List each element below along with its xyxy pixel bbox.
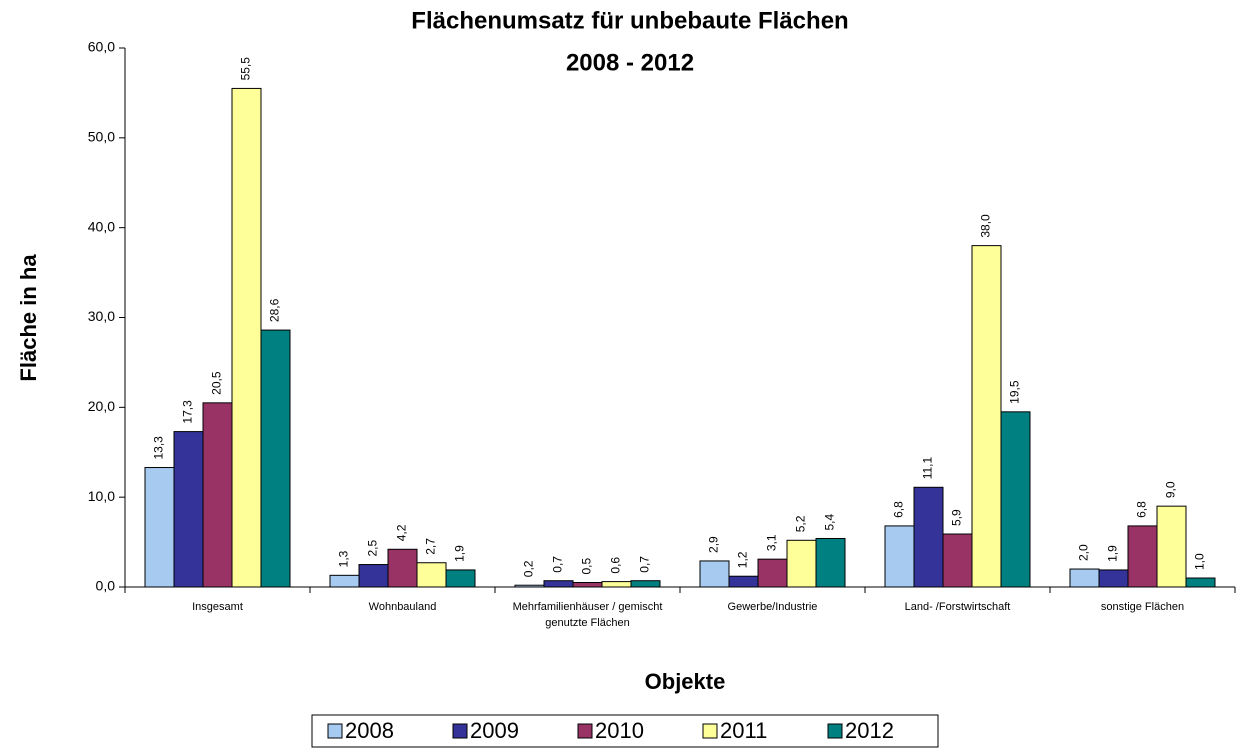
value-label: 1,9	[1106, 545, 1120, 562]
value-label: 2,5	[366, 540, 380, 557]
value-label: 0,2	[522, 560, 536, 577]
bar	[786, 539, 817, 588]
y-tick-label: 20,0	[88, 398, 115, 414]
value-label: 17,3	[181, 400, 195, 424]
legend-swatch	[702, 723, 718, 739]
bar	[260, 329, 291, 588]
bar	[942, 533, 973, 588]
value-label: 0,6	[609, 557, 623, 574]
value-label: 20,5	[210, 371, 224, 395]
bar	[358, 564, 389, 588]
bar	[1156, 505, 1187, 588]
value-label: 11,1	[921, 456, 935, 479]
bar	[445, 569, 476, 588]
value-label: 5,9	[950, 509, 964, 526]
value-label: 4,2	[395, 524, 409, 541]
chart-title: Flächenumsatz für unbebaute Flächen	[411, 7, 848, 34]
bar	[1000, 411, 1031, 588]
y-tick-label: 30,0	[88, 308, 115, 324]
value-label: 3,1	[765, 534, 779, 551]
value-label: 5,4	[823, 513, 837, 530]
bar	[202, 402, 233, 588]
bar	[231, 87, 262, 588]
bar	[1098, 569, 1129, 588]
value-label: 19,5	[1008, 380, 1022, 404]
legend-label: 2010	[595, 718, 644, 743]
value-label: 1,3	[337, 550, 351, 567]
x-tick-label: sonstige Flächen	[1101, 601, 1184, 613]
value-label: 55,5	[239, 57, 253, 81]
legend-label: 2012	[845, 718, 894, 743]
bar	[913, 486, 944, 588]
value-label: 5,2	[794, 515, 808, 532]
bar	[699, 560, 730, 588]
x-axis-label: Objekte	[645, 669, 726, 694]
bar	[815, 537, 846, 588]
value-label: 2,7	[424, 538, 438, 555]
value-label: 1,2	[736, 551, 750, 568]
bar	[1185, 577, 1216, 588]
bar	[572, 582, 603, 588]
y-tick-label: 40,0	[88, 218, 115, 234]
value-label: 28,6	[268, 298, 282, 322]
bar	[144, 467, 175, 588]
chart-subtitle: 2008 - 2012	[566, 49, 694, 76]
legend-label: 2009	[470, 718, 519, 743]
value-label: 38,0	[979, 214, 993, 238]
x-tick-label: Land- /Forstwirtschaft	[905, 601, 1011, 613]
y-tick-label: 0,0	[96, 578, 116, 594]
bar	[1069, 568, 1100, 588]
value-label: 6,8	[892, 501, 906, 518]
legend-label: 2008	[345, 718, 394, 743]
value-label: 13,3	[152, 436, 166, 460]
y-tick-label: 10,0	[88, 488, 115, 504]
value-label: 0,7	[638, 556, 652, 573]
bar	[884, 525, 915, 588]
value-label: 9,0	[1164, 481, 1178, 498]
y-tick-label: 50,0	[88, 129, 115, 145]
value-label: 2,0	[1077, 544, 1091, 561]
x-tick-label: Insgesamt	[192, 601, 243, 613]
bar	[387, 548, 418, 588]
bar	[329, 574, 360, 588]
legend-swatch	[327, 723, 343, 739]
bar	[630, 580, 661, 588]
bar	[514, 584, 545, 588]
bar	[757, 558, 788, 588]
bar	[728, 575, 759, 588]
bar	[416, 562, 447, 588]
value-label: 0,7	[551, 556, 565, 573]
y-axis-label: Fläche in ha	[16, 254, 41, 382]
value-label: 2,9	[707, 536, 721, 553]
legend-swatch	[577, 723, 593, 739]
value-label: 1,0	[1193, 553, 1207, 570]
legend-label: 2011	[720, 718, 767, 743]
x-tick-label: Gewerbe/Industrie	[728, 601, 818, 613]
legend-swatch	[452, 723, 468, 739]
bar	[173, 431, 204, 588]
legend-swatch	[827, 723, 843, 739]
x-tick-label: Wohnbauland	[369, 601, 437, 613]
bar	[1127, 525, 1158, 588]
value-label: 0,5	[580, 558, 594, 575]
bar	[971, 245, 1002, 588]
y-tick-label: 60,0	[88, 39, 115, 55]
value-label: 6,8	[1135, 501, 1149, 518]
x-tick-label: Mehrfamilienhäuser / gemischt genutzte Fl…	[513, 601, 663, 629]
value-label: 1,9	[453, 545, 467, 562]
bar	[601, 581, 632, 588]
bar	[543, 580, 574, 588]
